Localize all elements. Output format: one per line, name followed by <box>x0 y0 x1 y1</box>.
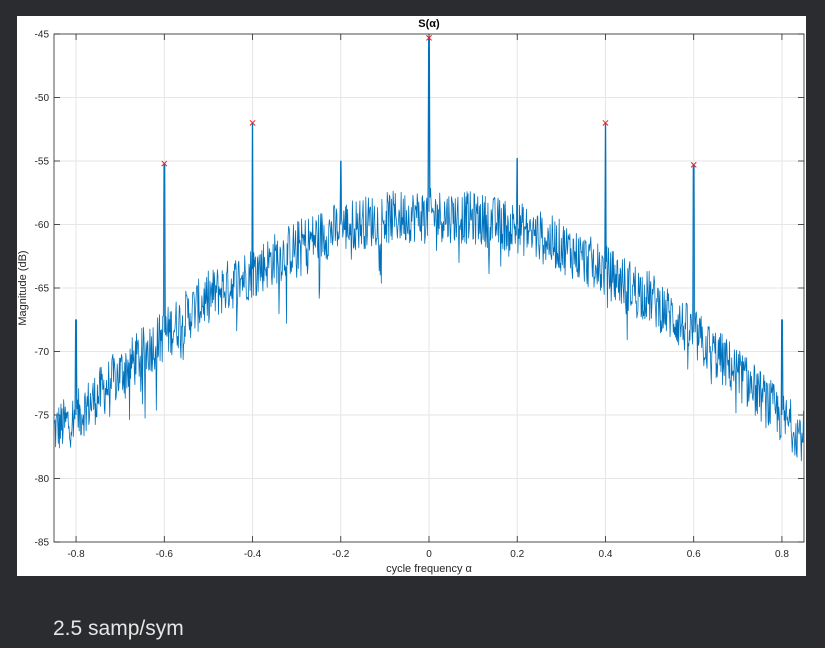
y-tick-label: -50 <box>35 93 50 104</box>
peak-marker <box>690 161 697 168</box>
x-tick-label: -0.6 <box>156 549 174 560</box>
y-tick-label: -60 <box>35 220 50 231</box>
y-tick-label: -65 <box>35 284 50 295</box>
x-tick-label: 0.8 <box>775 549 789 560</box>
x-tick-label: -0.2 <box>332 549 350 560</box>
peak-marker <box>426 34 432 41</box>
y-tick-label: -70 <box>35 347 50 358</box>
y-axis-label: Magnitude (dB) <box>17 250 29 325</box>
y-tick-label: -75 <box>35 411 50 422</box>
chart-title: S(α) <box>418 18 440 30</box>
spectrum-chart: -0.8 -0.6 -0.4 -0.2 0 0.2 0.4 0.6 0.8 -85 -80 -75 -7… <box>17 18 805 575</box>
x-tick-label: 0.2 <box>510 549 524 560</box>
peak-marker <box>161 160 168 167</box>
y-tick-label: -80 <box>35 474 50 485</box>
x-axis-label: cycle frequency α <box>386 563 472 575</box>
peak-marker <box>249 119 256 126</box>
x-tick-label: -0.4 <box>244 549 262 560</box>
peak-marker <box>602 119 609 126</box>
x-tick-label: -0.8 <box>67 549 85 560</box>
x-tick-label: 0 <box>426 549 432 560</box>
figure-panel: -0.8 -0.6 -0.4 -0.2 0 0.2 0.4 0.6 0.8 -85 -80 -75 -7… <box>17 16 806 576</box>
x-tick-label: 0.6 <box>687 549 701 560</box>
caption-text: 2.5 samp/sym <box>53 617 184 640</box>
y-tick-label: -45 <box>35 30 50 41</box>
y-tick-label: -55 <box>35 157 50 168</box>
x-tick-label: 0.4 <box>599 549 613 560</box>
y-tick-label: -85 <box>35 538 50 549</box>
